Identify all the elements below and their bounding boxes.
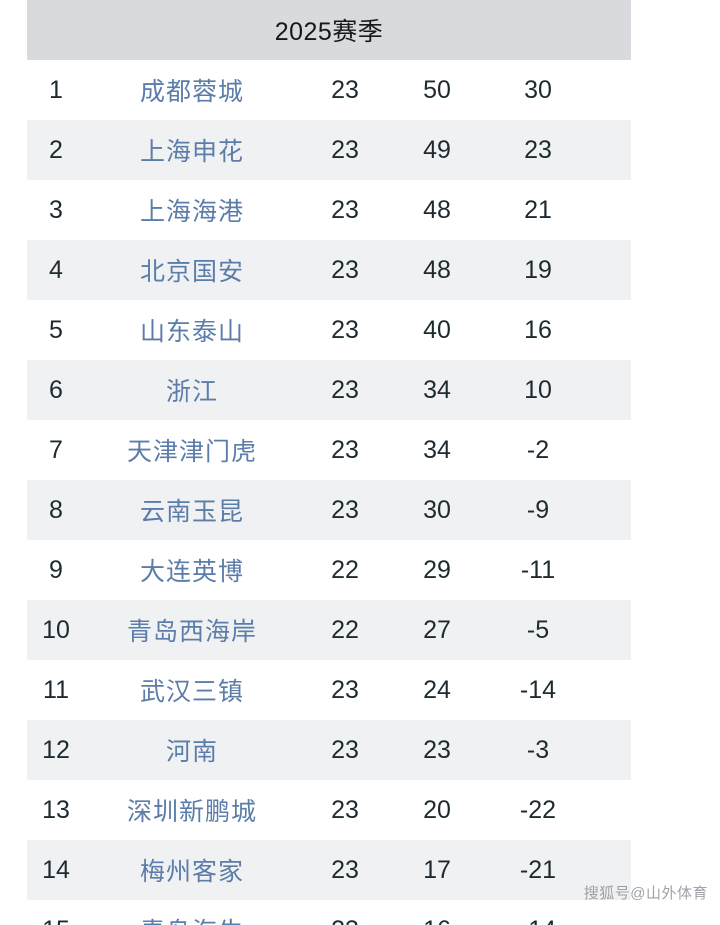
played-cell: 23: [331, 195, 359, 224]
goaldiff-cell: -11: [520, 555, 556, 584]
played-cell: 23: [331, 375, 359, 404]
team-link[interactable]: 上海海港: [139, 198, 244, 226]
rank-cell: 3: [49, 195, 63, 224]
team-link[interactable]: 云南玉昆: [139, 498, 244, 526]
rank-cell: 15: [27, 916, 85, 925]
team-link[interactable]: 上海申花: [139, 138, 244, 166]
played-cell: 23: [331, 435, 359, 464]
rank-cell: 11: [43, 675, 69, 704]
played-cell: 23: [331, 75, 359, 104]
goaldiff-cell: 30: [524, 75, 552, 104]
goaldiff-cell: 19: [524, 255, 552, 284]
goaldiff-cell: -2: [526, 435, 550, 464]
table-row[interactable]: 1 成都蓉城 23 50 30: [27, 60, 631, 120]
played-cell: 23: [331, 135, 359, 164]
table-row[interactable]: 12 河南 23 23 -3: [27, 720, 631, 780]
points-cell: 34: [423, 375, 451, 404]
table-row[interactable]: 11 武汉三镇 23 24 -14: [27, 660, 631, 720]
points-cell: 40: [423, 315, 451, 344]
goaldiff-cell: -14: [483, 916, 593, 925]
points-cell: 48: [423, 255, 451, 284]
team-link[interactable]: 大连英博: [139, 558, 244, 586]
rank-cell: 2: [49, 135, 63, 164]
team-link[interactable]: 北京国安: [139, 258, 244, 286]
points-cell: 23: [423, 735, 451, 764]
table-row[interactable]: 10 青岛西海岸 22 27 -5: [27, 600, 631, 660]
team-link[interactable]: 山东泰山: [139, 318, 244, 346]
played-cell: 23: [331, 495, 359, 524]
played-cell: 23: [331, 675, 359, 704]
rank-cell: 10: [42, 615, 70, 644]
points-cell: 48: [423, 195, 451, 224]
team-link[interactable]: 梅州客家: [139, 858, 244, 886]
table-row[interactable]: 7 天津津门虎 23 34 -2: [27, 420, 631, 480]
goaldiff-cell: -5: [526, 615, 550, 644]
rank-cell: 13: [42, 795, 70, 824]
points-cell: 16: [391, 916, 483, 925]
rank-cell: 12: [42, 735, 70, 764]
team-link[interactable]: 浙江: [165, 378, 218, 406]
played-cell: 23: [331, 735, 359, 764]
played-cell: 23: [331, 855, 359, 884]
points-cell: 20: [423, 795, 451, 824]
team-link[interactable]: 深圳新鹏城: [126, 798, 257, 826]
table-row[interactable]: 3 上海海港 23 48 21: [27, 180, 631, 240]
played-cell: 23: [331, 315, 359, 344]
team-link[interactable]: 青岛海牛: [85, 912, 299, 925]
standings-table: 2025赛季 1 成都蓉城 23 50 30 2 上海申花 23 49 23 3 上海海港 23 48 21…: [27, 0, 631, 925]
goaldiff-cell: 16: [524, 315, 552, 344]
played-cell: 22: [331, 555, 359, 584]
goaldiff-cell: -22: [519, 795, 557, 824]
table-row[interactable]: 8 云南玉昆 23 30 -9: [27, 480, 631, 540]
table-row[interactable]: 9 大连英博 22 29 -11: [27, 540, 631, 600]
rank-cell: 5: [49, 315, 63, 344]
team-link[interactable]: 青岛西海岸: [126, 618, 257, 646]
goaldiff-cell: -3: [526, 735, 550, 764]
points-cell: 50: [423, 75, 451, 104]
played-cell: 23: [331, 255, 359, 284]
points-cell: 24: [423, 675, 451, 704]
table-row[interactable]: 13 深圳新鹏城 23 20 -22: [27, 780, 631, 840]
goaldiff-cell: -9: [526, 495, 550, 524]
goaldiff-cell: 23: [524, 135, 552, 164]
played-cell: 23: [299, 916, 391, 925]
goaldiff-cell: -14: [519, 675, 557, 704]
rank-cell: 4: [49, 255, 63, 284]
goaldiff-cell: 21: [524, 195, 552, 224]
table-row[interactable]: 6 浙江 23 34 10: [27, 360, 631, 420]
points-cell: 34: [423, 435, 451, 464]
team-link[interactable]: 武汉三镇: [139, 678, 244, 706]
table-row[interactable]: 2 上海申花 23 49 23: [27, 120, 631, 180]
table-row[interactable]: 15青岛海牛2316-14: [27, 900, 631, 925]
points-cell: 29: [423, 555, 451, 584]
points-cell: 30: [423, 495, 451, 524]
team-link[interactable]: 河南: [165, 738, 218, 766]
season-header: 2025赛季: [27, 0, 631, 60]
rank-cell: 6: [49, 375, 63, 404]
rank-cell: 9: [49, 555, 63, 584]
standings-rows: 1 成都蓉城 23 50 30 2 上海申花 23 49 23 3 上海海港 23 48 21 4 北京国安 23…: [27, 60, 631, 925]
table-row[interactable]: 14 梅州客家 23 17 -21: [27, 840, 631, 900]
rank-cell: 7: [49, 435, 63, 464]
points-cell: 17: [423, 855, 451, 884]
team-link[interactable]: 成都蓉城: [139, 78, 244, 106]
played-cell: 22: [331, 615, 359, 644]
rank-cell: 14: [42, 855, 70, 884]
table-row[interactable]: 5 山东泰山 23 40 16: [27, 300, 631, 360]
goaldiff-cell: -21: [519, 855, 557, 884]
points-cell: 27: [423, 615, 451, 644]
season-title: 2025赛季: [274, 18, 384, 46]
rank-cell: 8: [49, 495, 63, 524]
played-cell: 23: [331, 795, 359, 824]
goaldiff-cell: 10: [524, 375, 552, 404]
points-cell: 49: [423, 135, 451, 164]
team-link[interactable]: 天津津门虎: [126, 438, 257, 466]
table-row[interactable]: 4 北京国安 23 48 19: [27, 240, 631, 300]
rank-cell: 1: [49, 75, 63, 104]
